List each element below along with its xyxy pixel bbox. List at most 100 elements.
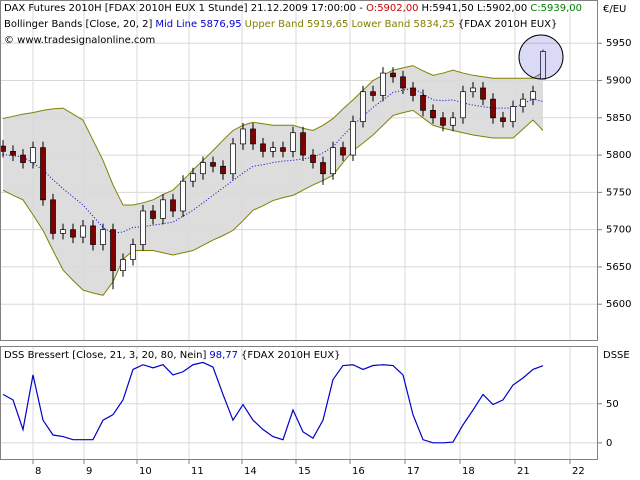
symbol-label: {FDAX 2010H EUX} [241, 350, 341, 361]
y-tick-label: 0 [606, 438, 612, 449]
candle-body [480, 87, 486, 100]
x-tick-label: 14 [244, 466, 257, 477]
y-tick-label: 5800 [606, 150, 631, 161]
candle-body [10, 151, 16, 156]
header-open: O:5902,00 [366, 3, 418, 14]
candle-body [300, 132, 306, 156]
candle-body [470, 87, 476, 93]
candle-body [400, 76, 406, 89]
candle-body [20, 154, 26, 163]
dss-frame [0, 346, 598, 460]
candle-body [340, 147, 346, 156]
candle-body [50, 199, 56, 234]
bollinger-header: Bollinger Bands [Close, 20, 2] Mid Line 5… [4, 19, 557, 30]
indicator-name: Bollinger Bands [Close, 20, 2] [4, 19, 152, 30]
candle-body [240, 128, 246, 145]
upper-band [2, 65, 544, 206]
x-tick-label: 16 [352, 466, 365, 477]
indicator-name: DSS Bressert [Close, 21, 3, 20, 80, Nein… [4, 350, 206, 361]
candle-body [170, 199, 176, 212]
band-label: Upper Band 5919,65 Lower Band 5834,25 [245, 19, 455, 30]
dss-header: DSS Bressert [Close, 21, 3, 20, 80, Nein… [4, 350, 341, 361]
x-tick-label: 15 [298, 466, 311, 477]
candle-body [150, 210, 156, 219]
candle-body [530, 91, 536, 100]
x-tick-label: 17 [407, 466, 420, 477]
x-tick-label: 10 [139, 466, 152, 477]
price-header: DAX Futures 2010H [FDAX 2010H EUX 1 Stun… [4, 3, 582, 14]
candle-body [200, 162, 206, 175]
candle-body [130, 244, 136, 260]
candle-body [70, 229, 76, 238]
mid-line [2, 87, 544, 234]
candle-body [210, 162, 216, 167]
x-tick-label: 11 [191, 466, 204, 477]
candle-body [450, 117, 456, 126]
candle-body [510, 106, 516, 122]
highlight-circle [518, 34, 564, 80]
header-text: DAX Futures 2010H [FDAX 2010H EUX 1 Stun… [4, 3, 363, 14]
y-tick-label: 5850 [606, 113, 631, 124]
candle-body [160, 199, 166, 219]
price-panel [0, 0, 598, 340]
dss-axis-label: DSSE [603, 350, 630, 361]
candle-body [230, 143, 236, 175]
candle-body [260, 143, 266, 152]
candle-body [370, 91, 376, 96]
candle-body [60, 229, 66, 234]
candle-body [520, 98, 526, 107]
candle-body [110, 229, 116, 272]
price-frame [0, 0, 598, 341]
candle-body [40, 147, 46, 201]
y-tick-label: 5950 [606, 38, 631, 49]
candle-body [360, 91, 366, 122]
dss-value-label: 98,77 [209, 350, 238, 361]
y-tick-label: 5700 [606, 225, 631, 236]
candle-body [250, 128, 256, 145]
candle-body [100, 229, 106, 245]
candle-body [280, 147, 286, 152]
y-tick-label: 5600 [606, 299, 631, 310]
price-axis-label: €/EU [603, 4, 626, 15]
candle-body [30, 147, 36, 163]
x-tick-label: 22 [572, 466, 585, 477]
header-high-low: H:5941,50 L:5902,00 [422, 3, 528, 14]
candle-body [270, 147, 276, 152]
candle-body [330, 147, 336, 175]
source: © www.tradesignalonline.com [4, 35, 155, 46]
candle-body [180, 180, 186, 212]
y-tick-label: 5750 [606, 187, 631, 198]
band-fill [3, 65, 543, 296]
x-tick-label: 8 [35, 466, 41, 477]
dss-line [2, 361, 544, 444]
candle-body [80, 225, 86, 238]
candle-body [440, 117, 446, 126]
candle-body [0, 145, 6, 152]
dss-panel [0, 346, 598, 460]
y-tick-label: 50 [606, 399, 619, 410]
candle-body [310, 154, 316, 163]
candle-body [290, 132, 296, 152]
header-close: C:5939,00 [530, 3, 582, 14]
x-tick-label: 9 [86, 466, 92, 477]
candle-body [500, 117, 506, 122]
candle-body [220, 165, 226, 175]
y-tick-label: 5650 [606, 262, 631, 273]
candle-body [410, 87, 416, 96]
candle-body [460, 91, 466, 119]
y-tick-label: 5900 [606, 76, 631, 87]
candle-body [120, 259, 126, 272]
candle-body [350, 121, 356, 156]
x-tick-label: 21 [517, 466, 530, 477]
candle-body [320, 162, 326, 175]
candle-body [390, 72, 396, 78]
candle-body [490, 98, 496, 119]
candle-body [430, 110, 436, 119]
candle-body [140, 210, 146, 245]
candle-body [420, 95, 426, 111]
symbol-label: {FDAX 2010H EUX} [458, 19, 558, 30]
candle-body [190, 173, 196, 182]
candle-body [90, 225, 96, 245]
candle-body [380, 72, 386, 96]
